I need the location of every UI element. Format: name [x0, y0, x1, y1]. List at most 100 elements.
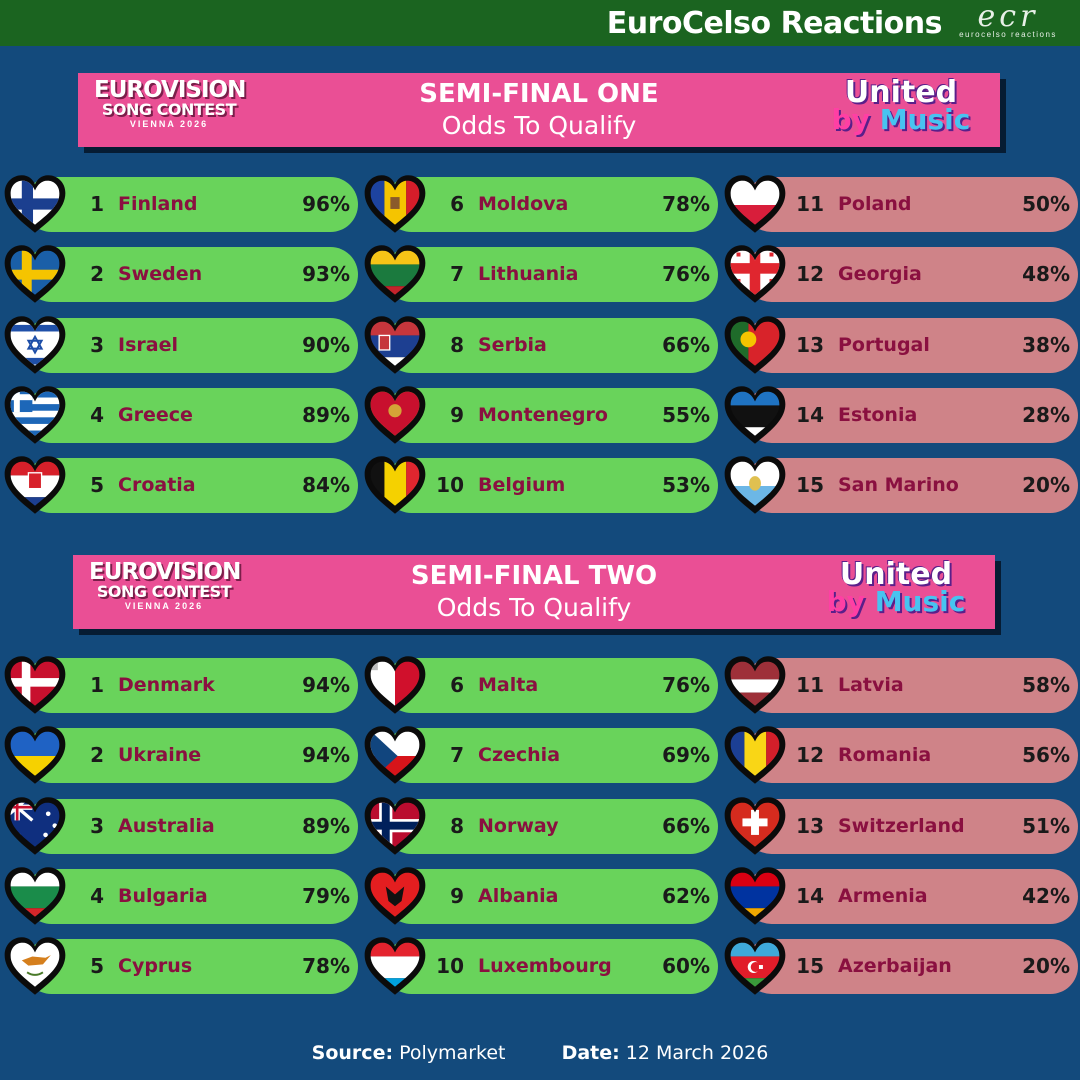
rank-number: 8 [450, 813, 464, 838]
qualify-odds: 42% [1022, 883, 1070, 908]
qualify-odds: 38% [1022, 332, 1070, 357]
country-name: Belgium [478, 474, 566, 497]
country-name: Moldova [478, 193, 569, 215]
qualify-odds: 62% [662, 883, 710, 908]
flag-heart-icon [724, 726, 786, 785]
brand-logo: ecr eurocelso reactions [948, 2, 1068, 40]
flag-heart-icon [4, 937, 66, 995]
semi-final-two-banner: EUROVISION SONG CONTEST VIENNA 2026 SEMI… [73, 555, 995, 629]
ranking-row: 5 Cyprus 78% [0, 937, 358, 995]
source-label: Source: [311, 1042, 394, 1064]
ranking-row: 1 Denmark 94% [0, 656, 358, 714]
rank-number: 14 [796, 883, 824, 908]
qualify-pill [384, 387, 718, 443]
semi-final-one-banner: EUROVISION SONG CONTEST VIENNA 2026 SEMI… [78, 73, 1000, 147]
ranking-row: 13 Switzerland 51% [720, 796, 1078, 855]
flag-heart-icon [364, 867, 426, 925]
ranking-row: 3 Israel 90% [0, 315, 358, 374]
non-qualify-pill [744, 177, 1078, 232]
rank-number: 3 [90, 813, 104, 838]
ubm-line2: by Music [816, 106, 986, 134]
ranking-row: 14 Estonia 28% [720, 386, 1078, 444]
qualify-odds: 78% [302, 954, 350, 979]
flag-heart-icon [4, 867, 66, 925]
flag-heart-icon [4, 245, 66, 304]
country-name: Montenegro [478, 403, 608, 426]
country-name: Romania [838, 744, 932, 767]
rank-number: 11 [796, 673, 824, 697]
flag-heart-icon [4, 175, 66, 233]
qualify-odds: 89% [302, 813, 350, 838]
country-name: Latvia [838, 674, 904, 696]
ranking-row: 9 Montenegro 55% [360, 386, 718, 444]
ranking-row: 6 Malta 76% [360, 656, 718, 714]
source-value: Polymarket [399, 1042, 506, 1064]
flag-heart-icon [724, 656, 786, 714]
flag-heart-icon [364, 245, 426, 304]
ubm-line1: United [844, 75, 958, 110]
rank-number: 11 [796, 192, 824, 216]
eurovision-logo: EUROVISION SONG CONTEST VIENNA 2026 [89, 561, 241, 612]
rank-number: 13 [796, 813, 824, 838]
qualify-pill [24, 458, 358, 514]
rank-number: 9 [450, 883, 464, 908]
ranking-row: 8 Serbia 66% [360, 315, 718, 374]
qualify-pill [384, 728, 718, 784]
ranking-row: 2 Sweden 93% [0, 245, 358, 304]
qualify-pill [24, 798, 358, 854]
qualify-odds: 51% [1022, 813, 1070, 838]
qualify-pill [384, 458, 718, 514]
united-by-music-logo: United by Music [816, 75, 986, 134]
non-qualify-pill [744, 317, 1078, 373]
ubm-line2: by Music [811, 588, 981, 616]
qualify-odds: 69% [662, 743, 710, 768]
qualify-pill [384, 317, 718, 373]
brand-logo-sub: eurocelso reactions [959, 30, 1057, 39]
ubm-line1: United [839, 557, 953, 592]
qualify-odds: 76% [662, 262, 710, 287]
rank-number: 10 [436, 473, 464, 498]
flag-heart-icon [4, 315, 66, 374]
qualify-odds: 20% [1022, 473, 1070, 498]
ranking-row: 2 Ukraine 94% [0, 726, 358, 785]
qualify-pill [24, 728, 358, 784]
qualify-odds: 60% [662, 954, 710, 979]
qualify-pill [24, 317, 358, 373]
flag-heart-icon [4, 386, 66, 444]
flag-heart-icon [364, 315, 426, 374]
ranking-row: 4 Greece 89% [0, 386, 358, 444]
qualify-pill [384, 939, 718, 995]
country-name: Poland [838, 193, 912, 215]
country-name: San Marino [838, 474, 959, 497]
ranking-row: 12 Georgia 48% [720, 245, 1078, 304]
qualify-odds: 96% [302, 192, 350, 216]
non-qualify-pill [744, 798, 1078, 854]
country-name: Norway [478, 814, 559, 837]
qualify-odds: 55% [662, 402, 710, 427]
qualify-odds: 28% [1022, 402, 1070, 427]
rank-number: 10 [436, 954, 464, 979]
flag-heart-icon [364, 175, 426, 233]
rank-number: 9 [450, 402, 464, 427]
rank-number: 14 [796, 402, 824, 427]
flag-heart-icon [364, 726, 426, 785]
qualify-odds: 66% [662, 813, 710, 838]
semi-final-two-title: SEMI-FINAL TWO [410, 561, 658, 591]
country-name: Georgia [838, 263, 922, 286]
rank-number: 12 [796, 262, 824, 287]
eurovision-logo-line1: EUROVISION [94, 77, 246, 103]
brand-title: EuroCelso Reactions [606, 6, 943, 41]
rank-number: 1 [90, 673, 104, 697]
flag-heart-icon [4, 726, 66, 785]
qualify-odds: 90% [302, 332, 350, 357]
date-value: 12 March 2026 [625, 1042, 769, 1064]
rank-number: 5 [90, 954, 104, 979]
footer: Source: Polymarket Date: 12 March 2026 [0, 1042, 1080, 1064]
rank-number: 1 [90, 192, 104, 216]
qualify-odds: 48% [1022, 262, 1070, 287]
qualify-pill [384, 247, 718, 303]
rank-number: 4 [90, 883, 104, 908]
country-name: Armenia [838, 884, 928, 907]
qualify-odds: 79% [302, 883, 350, 908]
rank-number: 5 [90, 473, 104, 498]
